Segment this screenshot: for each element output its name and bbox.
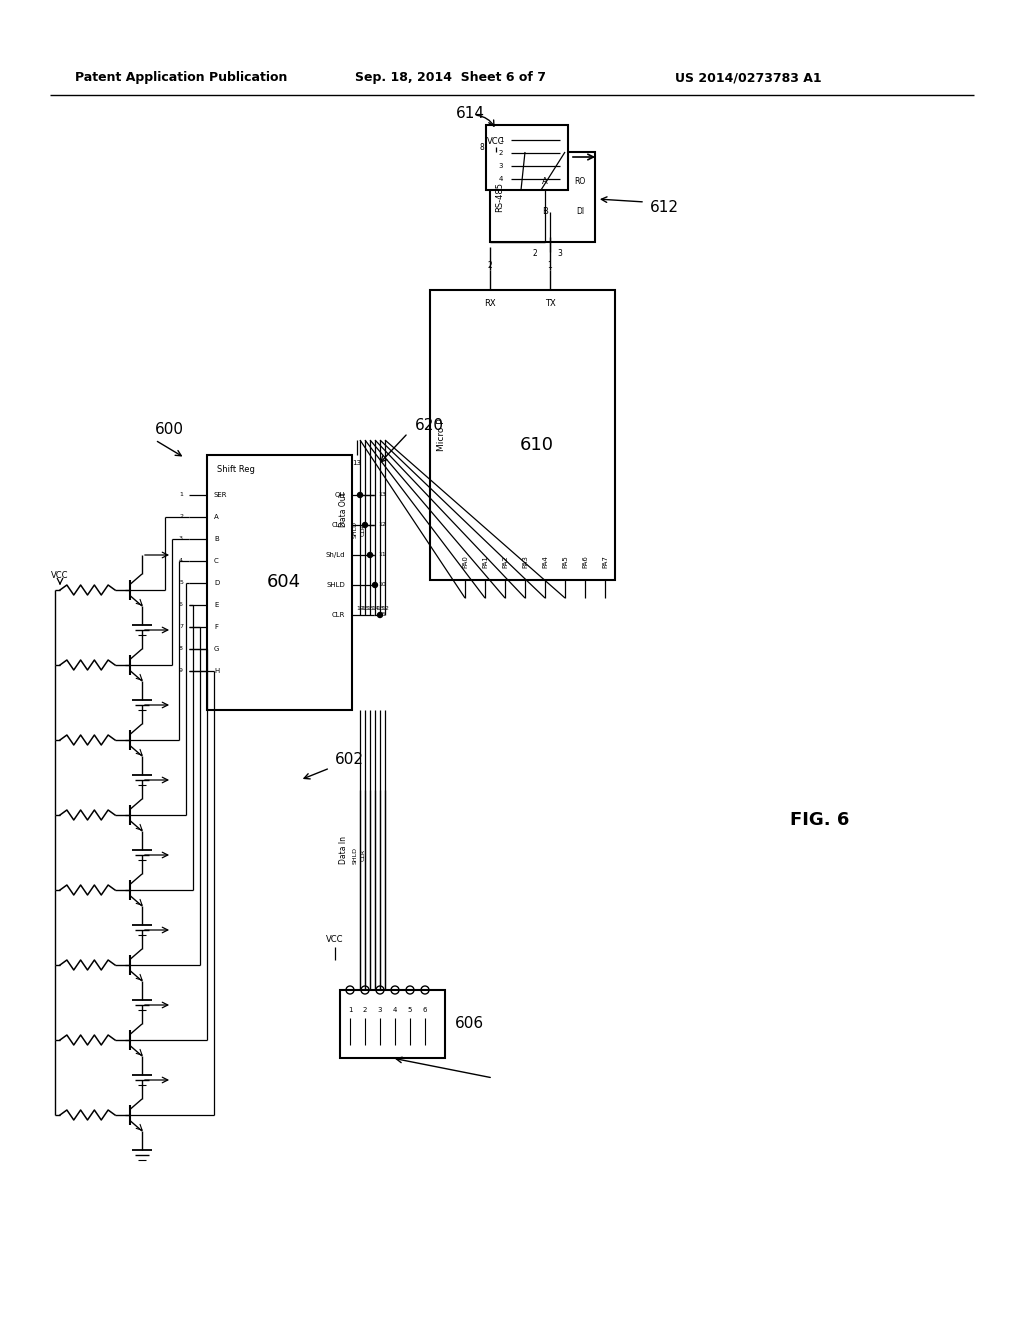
Text: 9: 9 [179,668,183,673]
Text: 16: 16 [361,606,369,610]
Circle shape [357,492,362,498]
Text: G: G [214,645,219,652]
Bar [486,125,568,190]
Bar [490,152,595,242]
Text: 610: 610 [520,436,554,454]
Text: PA4: PA4 [542,556,548,569]
Text: 3: 3 [499,162,503,169]
Text: 15: 15 [378,612,386,618]
Text: 3: 3 [378,1007,382,1012]
Text: Sh/Ld: Sh/Ld [326,552,345,558]
Circle shape [378,612,383,618]
Text: VCC: VCC [327,936,344,945]
Text: 3: 3 [179,536,183,541]
Text: 3: 3 [557,249,562,259]
Text: US 2014/0273783 A1: US 2014/0273783 A1 [675,71,821,84]
Text: 1: 1 [548,260,552,269]
Text: RS-485: RS-485 [496,182,505,213]
Text: Data In: Data In [339,836,348,865]
Text: Shift Reg: Shift Reg [217,465,255,474]
Text: 6: 6 [179,602,183,607]
Text: 6: 6 [423,1007,427,1012]
Circle shape [368,553,373,557]
Text: 604: 604 [267,573,301,591]
Bar [207,455,352,710]
Text: PA1: PA1 [482,556,488,569]
Text: 602: 602 [335,752,364,767]
Text: 13: 13 [352,459,361,466]
Text: PA0: PA0 [462,556,468,569]
Text: CLR: CLR [361,849,366,861]
Text: 14: 14 [371,606,379,610]
Text: VCC: VCC [487,137,505,147]
Text: A: A [542,177,548,186]
Text: 2: 2 [179,515,183,520]
Text: CLR: CLR [361,524,366,536]
Text: 12: 12 [381,606,389,610]
Text: Sep. 18, 2014  Sheet 6 of 7: Sep. 18, 2014 Sheet 6 of 7 [355,71,546,84]
Text: B: B [214,536,219,543]
Text: 4: 4 [499,176,503,182]
Text: SER: SER [214,492,227,498]
Text: 15: 15 [367,606,374,610]
Bar [340,990,445,1059]
Circle shape [362,523,368,528]
Text: Data Out: Data Out [339,492,348,528]
Text: 614: 614 [456,106,485,120]
Text: H: H [214,668,219,675]
Text: 620: 620 [415,417,444,433]
Text: 2: 2 [499,150,503,156]
Text: 8: 8 [179,647,183,652]
Text: D: D [214,579,219,586]
Text: B: B [542,207,548,216]
Text: 8: 8 [479,143,484,152]
Text: 1: 1 [348,1007,352,1012]
Text: FIG. 6: FIG. 6 [791,810,850,829]
Text: RO: RO [574,177,586,186]
Text: 612: 612 [650,199,679,214]
Text: 600: 600 [155,422,184,437]
Text: QH: QH [335,492,345,498]
Text: 5: 5 [179,581,183,586]
Text: PA3: PA3 [522,556,528,569]
Text: F: F [214,624,218,630]
Text: PA5: PA5 [562,556,568,569]
Text: CLR: CLR [332,612,345,618]
Circle shape [373,582,378,587]
Text: SHLD: SHLD [353,521,358,539]
Text: 19: 19 [356,606,364,610]
Text: C: C [214,558,219,564]
Text: Patent Application Publication: Patent Application Publication [75,71,288,84]
Text: 1: 1 [499,137,503,143]
Text: 2: 2 [487,260,493,269]
Text: 4: 4 [179,558,183,564]
Text: PA2: PA2 [502,556,508,569]
Text: 606: 606 [455,1016,484,1031]
Text: A: A [214,513,219,520]
Text: CLK: CLK [332,521,345,528]
Text: RX: RX [484,300,496,309]
Text: E: E [214,602,218,609]
Text: TX: TX [545,300,555,309]
Text: 10: 10 [378,582,386,587]
Text: VCC: VCC [51,570,69,579]
Text: PA7: PA7 [602,556,608,569]
Text: 5: 5 [408,1007,413,1012]
Text: 4: 4 [393,1007,397,1012]
Text: SHLD: SHLD [327,582,345,587]
Text: 13: 13 [376,606,384,610]
Text: SHLD: SHLD [353,846,358,863]
Text: 13: 13 [378,492,386,498]
Text: PA6: PA6 [582,556,588,569]
Text: 12: 12 [378,523,386,528]
Text: Micro P: Micro P [437,418,446,451]
Text: 2: 2 [532,249,538,259]
Bar [430,290,615,579]
Text: 2: 2 [362,1007,368,1012]
Text: 11: 11 [378,553,386,557]
Text: 7: 7 [179,624,183,630]
Text: 1: 1 [179,492,183,498]
Text: DI: DI [575,207,584,216]
